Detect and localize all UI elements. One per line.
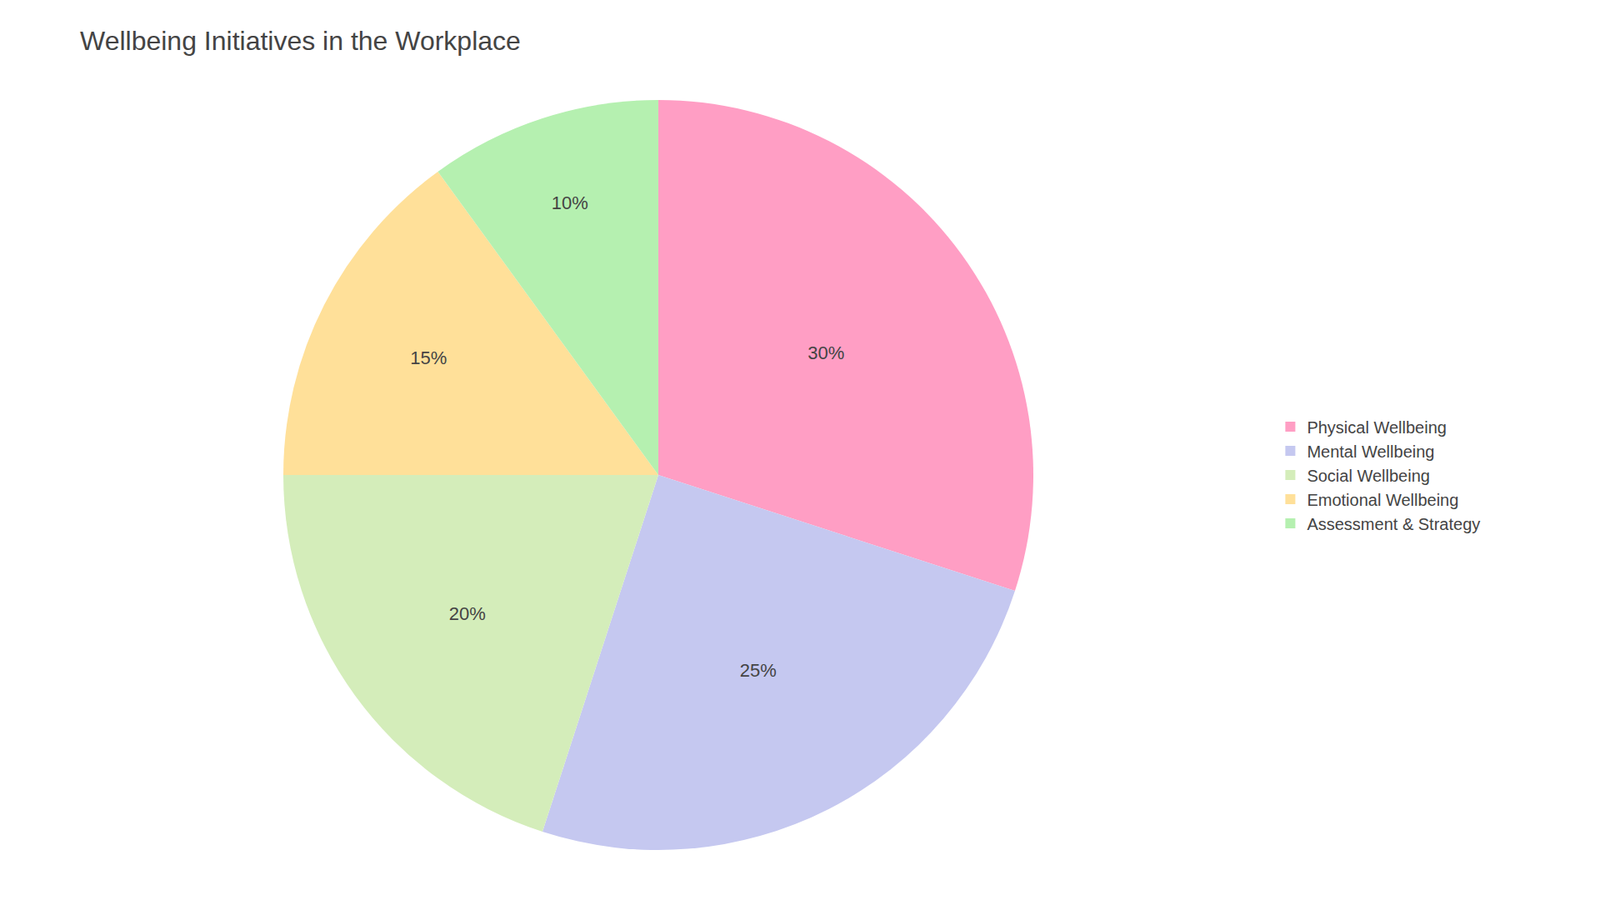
svg-text:Mental Wellbeing: Mental Wellbeing: [1306, 442, 1435, 461]
svg-text:30%: 30%: [807, 342, 845, 364]
svg-text:25%: 25%: [740, 660, 777, 681]
svg-text:20%: 20%: [449, 603, 486, 625]
svg-text:Emotional Wellbeing: Emotional Wellbeing: [1306, 490, 1459, 510]
svg-text:Social Wellbeing: Social Wellbeing: [1306, 466, 1430, 485]
svg-text:10%: 10%: [551, 192, 589, 214]
svg-text:Physical Wellbeing: Physical Wellbeing: [1306, 418, 1447, 437]
svg-text:Wellbeing Initiatives in the W: Wellbeing Initiatives in the Workplace: [80, 25, 521, 56]
svg-text:Assessment & Strategy: Assessment & Strategy: [1306, 515, 1480, 534]
svg-text:15%: 15%: [410, 347, 447, 369]
